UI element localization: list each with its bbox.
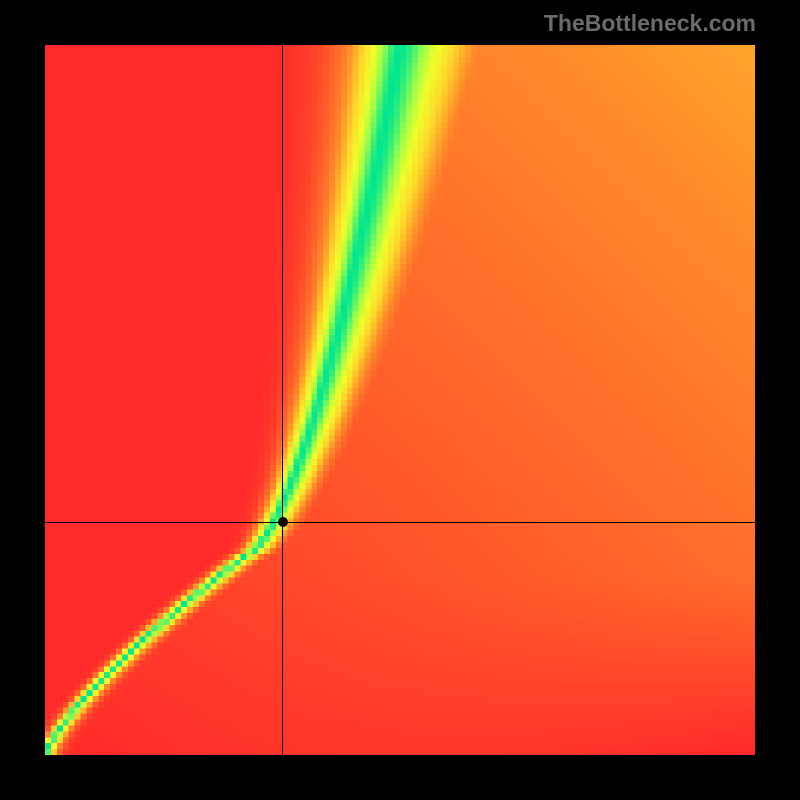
chart-frame: TheBottleneck.com: [0, 0, 800, 800]
crosshair-vertical: [282, 45, 283, 755]
data-point-marker: [278, 517, 288, 527]
crosshair-horizontal: [45, 522, 755, 523]
bottleneck-heatmap: [45, 45, 755, 755]
watermark-label: TheBottleneck.com: [544, 10, 756, 37]
